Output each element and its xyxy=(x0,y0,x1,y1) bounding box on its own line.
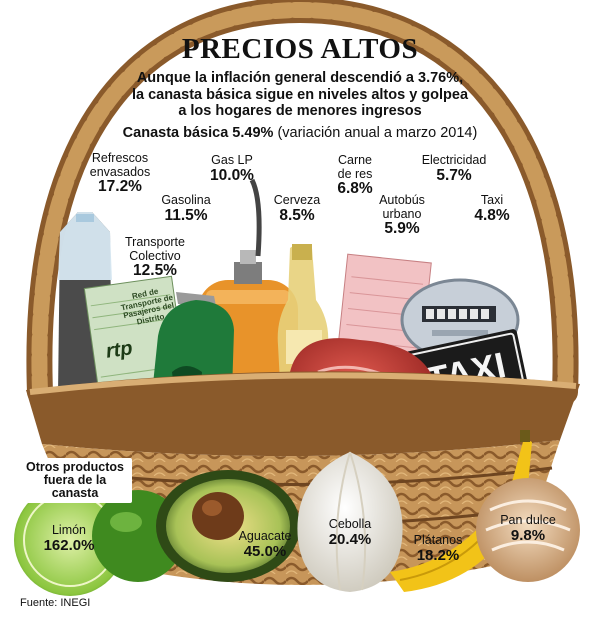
outside-item-label: Limón xyxy=(51,523,87,537)
item-value: 17.2% xyxy=(98,178,142,195)
outside-item-label: Plátanos xyxy=(413,533,463,547)
outside-products-label: Otros productos fuera de la canasta xyxy=(18,458,132,504)
sweet-bread-icon xyxy=(476,478,580,582)
outside-item-label: Aguacate xyxy=(238,529,292,543)
item-gas-lp: Gas LP 10.0% xyxy=(192,153,272,184)
item-value: 5.7% xyxy=(436,166,472,184)
outside-item-limon: Limón 162.0% xyxy=(24,523,114,554)
item-transporte-colectivo: Transporte Colectivo 12.5% xyxy=(110,235,200,280)
outside-item-value: 9.8% xyxy=(510,526,546,544)
item-label: Taxi xyxy=(480,193,504,207)
item-value: 10.0% xyxy=(210,166,254,184)
outside-item-cebolla: Cebolla 20.4% xyxy=(310,517,390,548)
outside-item-aguacate: Aguacate 45.0% xyxy=(220,529,310,560)
item-electricidad: Electricidad 5.7% xyxy=(404,153,504,184)
item-value: 6.8% xyxy=(337,180,373,197)
subtitle-line: Aunque la inflación general descendió a … xyxy=(136,70,464,86)
outside-item-value: 162.0% xyxy=(43,536,95,554)
item-label: Autobús urbano xyxy=(379,193,425,221)
subtitle-line: a los hogares de menores ingresos xyxy=(178,103,422,120)
item-value: 5.9% xyxy=(384,220,420,237)
item-cerveza: Cerveza 8.5% xyxy=(262,193,332,224)
item-autobus-urbano: Autobús urbano 5.9% xyxy=(364,193,440,238)
canasta-basica-line: Canasta básica 5.49% (variación anual a … xyxy=(90,125,510,142)
subtitle-line: la canasta básica sigue en niveles altos… xyxy=(131,86,469,103)
outside-item-pan-dulce: Pan dulce 9.8% xyxy=(488,513,568,544)
item-label: Transporte Colectivo xyxy=(125,235,185,263)
outside-item-value: 45.0% xyxy=(243,542,287,560)
item-refrescos: Refrescos envasados 17.2% xyxy=(62,151,178,196)
canasta-basica-label: Canasta básica 5.49% xyxy=(122,125,274,141)
outside-item-label: Cebolla xyxy=(328,517,372,531)
canasta-basica-note: (variación anual a marzo 2014) xyxy=(277,125,478,141)
item-value: 8.5% xyxy=(279,206,315,224)
item-gasolina: Gasolina 11.5% xyxy=(146,193,226,224)
outside-item-label: Pan dulce xyxy=(500,513,556,527)
item-label: Refrescos envasados xyxy=(89,151,151,179)
outside-item-value: 20.4% xyxy=(328,530,372,548)
page-title: PRECIOS ALTOS xyxy=(181,33,419,65)
ticket-logo: rtp xyxy=(104,337,134,363)
item-label: Carne de res xyxy=(337,153,373,181)
basket-handle xyxy=(26,0,579,405)
item-value: 4.8% xyxy=(474,206,510,224)
item-taxi: Taxi 4.8% xyxy=(462,193,522,224)
item-label: Gas LP xyxy=(211,153,253,167)
item-value: 11.5% xyxy=(164,206,208,224)
outside-item-value: 18.2% xyxy=(416,546,460,564)
subtitle: Aunque la inflación general descendió a … xyxy=(80,70,520,120)
outside-item-platanos: Plátanos 18.2% xyxy=(398,533,478,564)
onion-icon xyxy=(297,451,403,592)
item-carne-de-res: Carne de res 6.8% xyxy=(320,153,390,198)
item-label: Gasolina xyxy=(161,193,211,207)
item-label: Electricidad xyxy=(421,153,487,167)
item-label: Cerveza xyxy=(273,193,321,207)
item-value: 12.5% xyxy=(133,262,177,279)
source-note: Fuente: INEGI xyxy=(20,597,91,609)
avocado-icon xyxy=(156,470,300,582)
